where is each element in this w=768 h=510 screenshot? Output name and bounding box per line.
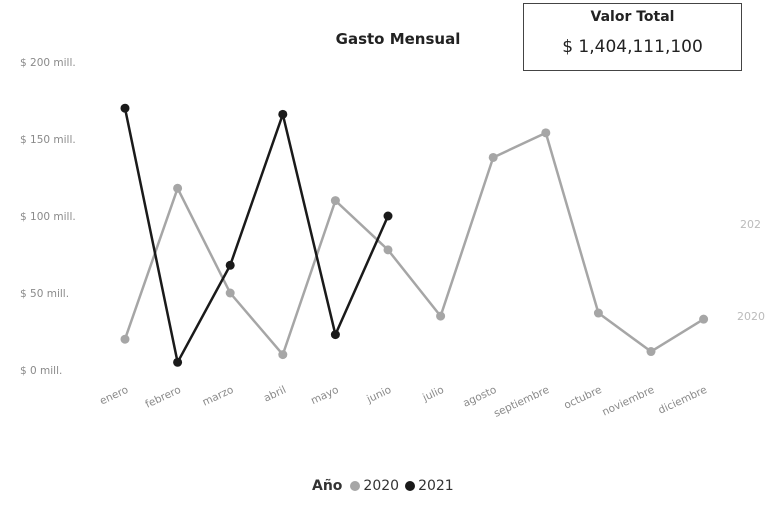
legend-item-2021[interactable]: 2021: [405, 478, 454, 494]
legend-dot-2020: [350, 481, 361, 491]
point-2020-agosto: [488, 152, 498, 162]
x-tick-label-agosto: agosto: [461, 384, 498, 410]
y-tick-label-4: $ 200 mill.: [20, 57, 76, 69]
x-tick-label-junio: junio: [364, 384, 393, 406]
kpi-card: Valor Total $ 1,404,111,100: [523, 3, 742, 71]
legend-dot-2021: [405, 481, 416, 491]
point-2021-febrero: [173, 357, 183, 367]
point-2020-octubre: [593, 308, 603, 318]
x-tick-label-mayo: mayo: [309, 384, 341, 407]
x-tick-label-febrero: febrero: [143, 384, 182, 411]
chart-title: Gasto Mensual: [336, 30, 461, 48]
point-2020-julio: [436, 311, 446, 321]
x-tick-label-abril: abril: [262, 384, 288, 405]
legend: Año 2020 2021: [312, 476, 460, 496]
point-2020-noviembre: [646, 347, 656, 357]
point-2021-junio: [383, 211, 393, 221]
right-label-1: 202: [740, 218, 761, 231]
y-tick-label-3: $ 150 mill.: [20, 134, 76, 146]
point-2021-enero: [120, 103, 130, 113]
point-2020-junio: [383, 245, 393, 255]
point-2020-enero: [120, 334, 130, 344]
series-line-2021: [123, 107, 390, 364]
legend-label-2020: 2020: [363, 478, 400, 494]
point-2020-abril: [278, 350, 288, 360]
legend-title: Año: [312, 478, 343, 494]
point-2021-abril: [278, 109, 288, 119]
legend-label-2021: 2021: [418, 478, 454, 494]
y-tick-label-0: $ 0 mill.: [20, 365, 62, 377]
y-tick-label-2: $ 100 mill.: [20, 211, 76, 223]
series-line-2020: [123, 131, 705, 356]
point-2021-marzo: [225, 260, 235, 270]
x-tick-label-diciembre: diciembre: [657, 384, 709, 417]
point-2020-mayo: [330, 196, 340, 206]
x-tick-label-octubre: octubre: [562, 384, 603, 412]
legend-item-2020[interactable]: 2020: [350, 478, 399, 494]
x-tick-label-enero: enero: [98, 384, 130, 408]
point-2020-septiembre: [541, 128, 551, 138]
y-tick-label-1: $ 50 mill.: [20, 288, 69, 300]
right-label-2: 2020: [737, 310, 765, 323]
point-2020-febrero: [173, 183, 183, 193]
x-tick-label-marzo: marzo: [201, 384, 236, 409]
point-2020-marzo: [225, 288, 235, 298]
x-tick-label-septiembre: septiembre: [492, 384, 551, 420]
kpi-title: Valor Total: [590, 9, 675, 25]
x-tick-label-noviembre: noviembre: [600, 384, 656, 419]
x-tick-label-julio: julio: [420, 384, 446, 405]
kpi-value: $ 1,404,111,100: [562, 37, 703, 57]
point-2021-mayo: [330, 330, 340, 340]
point-2020-diciembre: [699, 314, 709, 324]
